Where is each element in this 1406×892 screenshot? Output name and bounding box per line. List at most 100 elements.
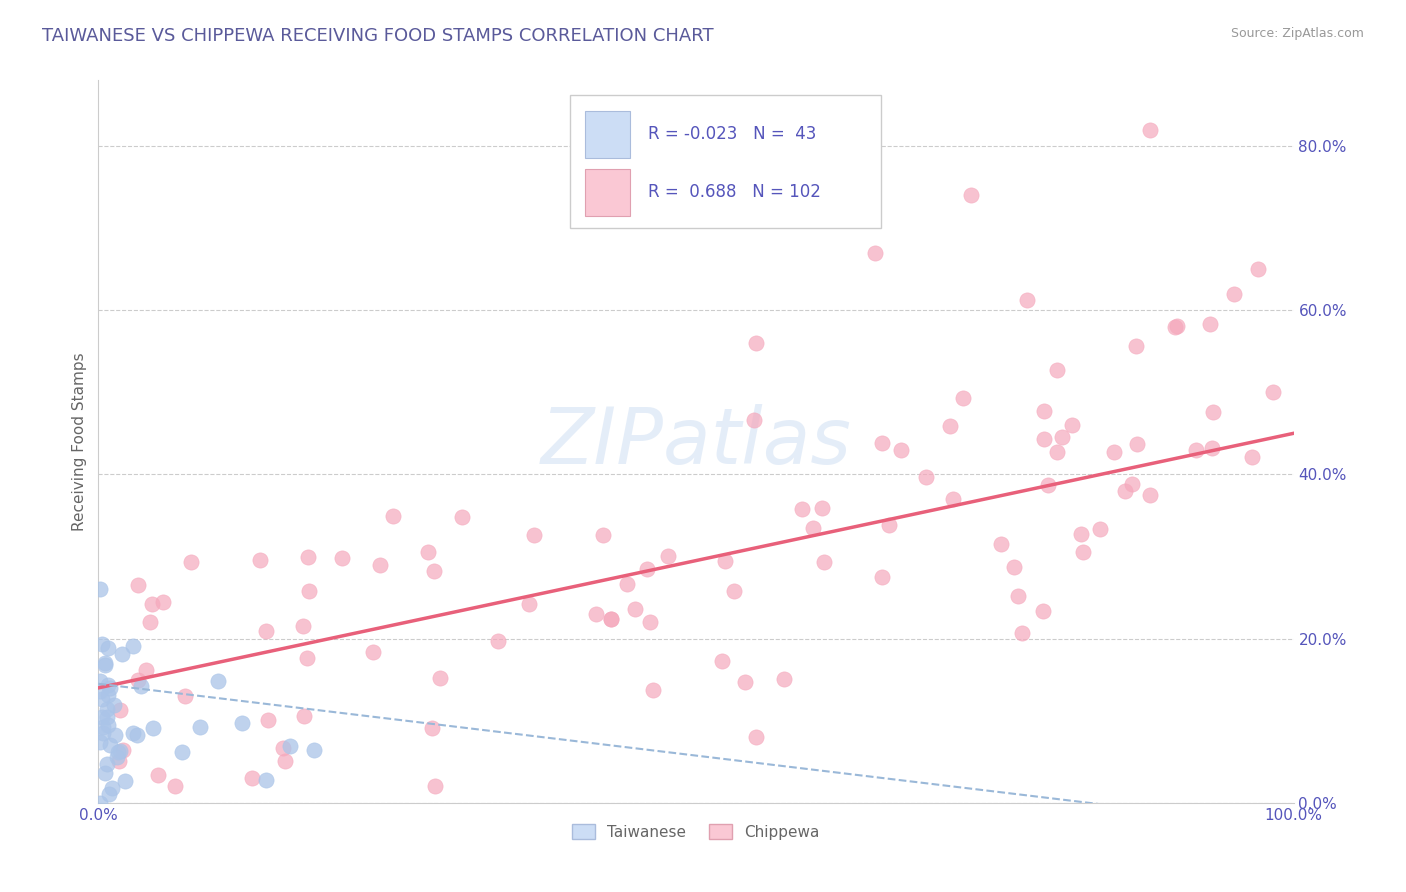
Point [91,720,114,734]
Point [240,771,263,785]
Point [89,582,111,597]
Point [1032,403,1054,417]
Point [1166,318,1188,333]
Point [98,787,121,801]
Text: Source: ZipAtlas.com: Source: ZipAtlas.com [1230,27,1364,40]
Point [1102,445,1125,459]
Point [135,663,157,677]
Point [872,570,894,584]
Bar [585,169,630,216]
Point [420,722,443,736]
Point [711,654,734,668]
Point [249,553,271,567]
Point [207,673,229,688]
Point [89,796,111,810]
Point [723,583,745,598]
Point [745,730,768,744]
Point [592,528,614,542]
Point [94,657,117,672]
Text: R = -0.023   N =  43: R = -0.023 N = 43 [648,126,817,144]
Point [111,742,134,756]
Point [278,739,301,754]
Point [1114,483,1136,498]
Point [142,722,165,736]
Text: TAIWANESE VS CHIPPEWA RECEIVING FOOD STAMPS CORRELATION CHART: TAIWANESE VS CHIPPEWA RECEIVING FOOD STA… [42,27,714,45]
Point [811,501,834,516]
Point [734,674,756,689]
Point [292,709,315,723]
Point [89,735,111,749]
Point [772,672,794,686]
Point [1164,319,1187,334]
Point [488,634,510,648]
Point [915,470,938,484]
Point [131,679,153,693]
Point [451,510,474,524]
Point [1126,437,1149,451]
Point [599,612,621,626]
Point [127,673,149,688]
Point [517,597,540,611]
Point [254,624,277,639]
Point [94,657,117,671]
Point [637,562,659,576]
Point [585,607,607,622]
Point [180,555,202,569]
FancyBboxPatch shape [571,95,882,228]
Point [97,678,120,692]
Point [952,391,974,405]
Point [90,637,112,651]
Point [89,674,111,689]
Point [865,245,887,260]
Point [146,767,169,781]
Point [111,647,134,661]
Point [1139,122,1161,136]
Point [641,682,664,697]
Point [1125,339,1147,353]
Y-axis label: Receiving Food Stamps: Receiving Food Stamps [72,352,87,531]
Point [1202,405,1225,419]
Point [1139,488,1161,502]
Point [714,554,737,568]
Point [745,336,768,351]
Point [790,502,813,516]
Point [877,517,900,532]
Point [188,720,211,734]
Point [1062,418,1084,433]
Point [616,576,638,591]
Point [96,702,118,716]
Point [1201,441,1223,455]
Text: ZIPatlas: ZIPatlas [540,403,852,480]
Point [1247,262,1270,277]
Point [94,766,117,780]
Point [890,442,912,457]
Point [429,672,451,686]
Point [1052,430,1074,444]
Point [960,188,983,202]
Text: R =  0.688   N = 102: R = 0.688 N = 102 [648,183,821,202]
Point [91,709,114,723]
Point [657,549,679,563]
Point [107,745,129,759]
Point [139,615,162,629]
Point [274,754,297,768]
Point [1184,442,1206,457]
Point [1070,526,1092,541]
Point [1121,476,1143,491]
Point [297,549,319,564]
Point [103,698,125,713]
Point [271,740,294,755]
Point [121,639,143,653]
Point [254,773,277,788]
Point [302,742,325,756]
Point [638,615,661,630]
Point [423,564,446,578]
Point [523,528,546,542]
Point [141,597,163,611]
Point [96,710,118,724]
Point [1015,293,1038,308]
Point [1199,317,1222,331]
Point [97,718,120,732]
Point [257,713,280,727]
Bar [585,111,630,158]
